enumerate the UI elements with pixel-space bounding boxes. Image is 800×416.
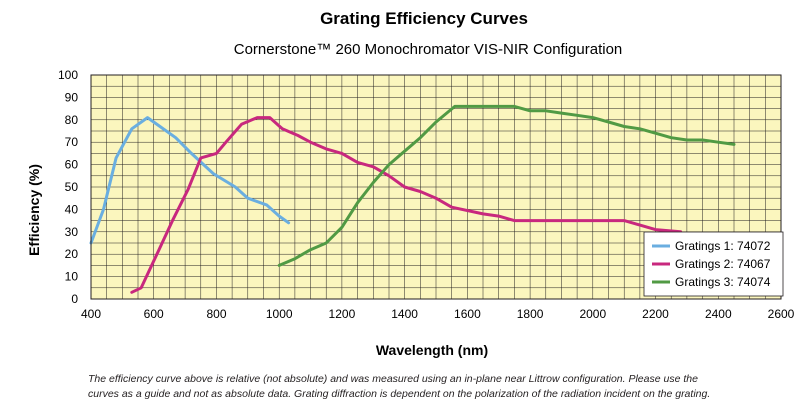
x-tick-label: 600 bbox=[144, 307, 164, 321]
x-tick-label: 2400 bbox=[705, 307, 732, 321]
y-tick-label: 10 bbox=[65, 270, 79, 284]
chart-subtitle: Cornerstone™ 260 Monochromator VIS-NIR C… bbox=[234, 41, 623, 58]
x-tick-label: 1000 bbox=[266, 307, 293, 321]
y-tick-label: 90 bbox=[65, 90, 79, 104]
y-tick-label: 20 bbox=[65, 247, 79, 261]
legend-label-2: Gratings 2: 74067 bbox=[675, 257, 771, 271]
series-line-3 bbox=[277, 104, 736, 267]
footnote-line: The efficiency curve above is relative (… bbox=[88, 373, 698, 385]
series-line-1 bbox=[89, 116, 291, 245]
y-axis-ticks: 0 10 20 30 40 50 60 70 80 90 100 bbox=[58, 68, 78, 306]
x-tick-label: 2000 bbox=[579, 307, 606, 321]
y-tick-label: 70 bbox=[65, 135, 79, 149]
legend-label-1: Gratings 1: 74072 bbox=[675, 239, 771, 253]
y-axis-label: Efficiency (%) bbox=[26, 164, 42, 256]
y-tick-label: 0 bbox=[71, 292, 78, 306]
y-tick-label: 30 bbox=[65, 225, 79, 239]
x-tick-label: 2600 bbox=[768, 307, 795, 321]
y-tick-label: 100 bbox=[58, 68, 78, 82]
x-tick-label: 1800 bbox=[517, 307, 544, 321]
y-tick-label: 60 bbox=[65, 158, 79, 172]
y-tick-label: 50 bbox=[65, 180, 79, 194]
x-tick-label: 1200 bbox=[329, 307, 356, 321]
footnote: The efficiency curve above is relative (… bbox=[88, 372, 788, 402]
x-tick-label: 800 bbox=[206, 307, 226, 321]
series-layer bbox=[89, 104, 736, 294]
plot-frame bbox=[90, 74, 782, 300]
chart-title: Grating Efficiency Curves bbox=[320, 9, 528, 28]
footnote-line: curves as a guide and not as absolute da… bbox=[88, 388, 711, 400]
legend-label-3: Gratings 3: 74074 bbox=[675, 275, 771, 289]
legend: Gratings 1: 74072 Gratings 2: 74067 Gratin… bbox=[643, 231, 784, 297]
grid-lines bbox=[90, 74, 782, 300]
y-tick-label: 80 bbox=[65, 113, 79, 127]
x-tick-label: 1600 bbox=[454, 307, 481, 321]
series-line-2 bbox=[130, 116, 683, 294]
x-tick-label: 400 bbox=[81, 307, 101, 321]
x-axis-ticks: 400 600 800 1000 1200 1400 1600 1800 2000 2200 240… bbox=[81, 307, 795, 321]
x-tick-label: 1400 bbox=[391, 307, 418, 321]
x-tick-label: 2200 bbox=[642, 307, 669, 321]
efficiency-chart: Grating Efficiency Curves Cornerstone™ 2… bbox=[26, 9, 795, 358]
x-axis-label: Wavelength (nm) bbox=[376, 342, 488, 358]
y-tick-label: 40 bbox=[65, 202, 79, 216]
